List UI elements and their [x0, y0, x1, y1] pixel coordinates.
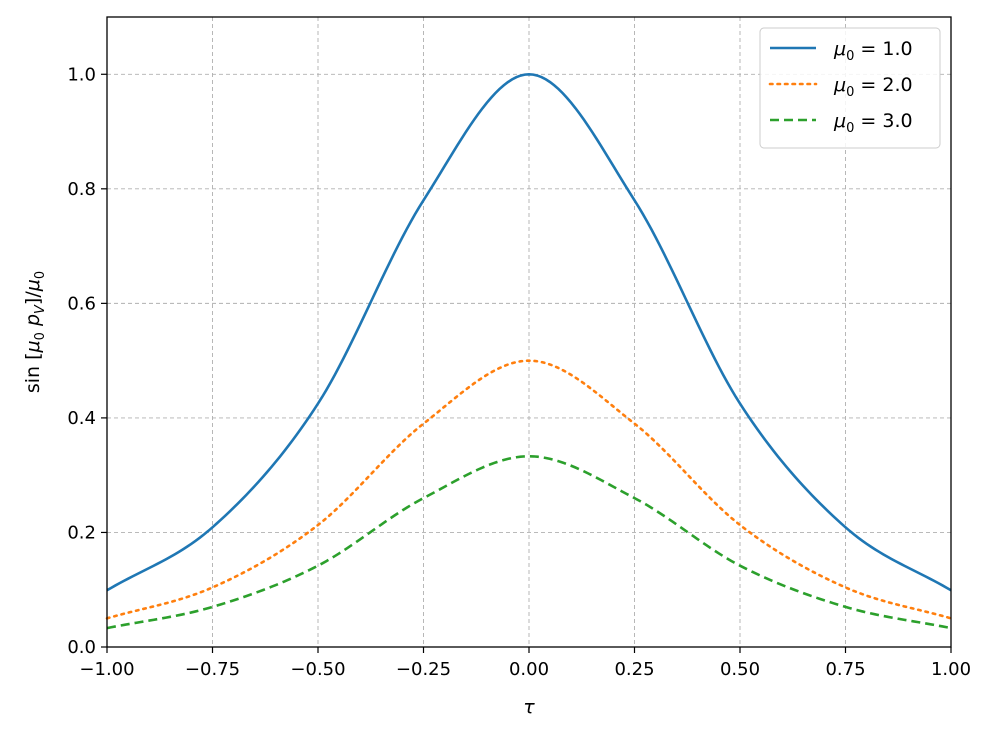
y-tick-label: 0.4 [67, 408, 96, 429]
x-tick-label: 0.00 [509, 659, 549, 680]
x-axis-label: τ [523, 696, 535, 718]
y-axis-label: sin [μ0 pV]/μ0 [22, 271, 48, 393]
y-tick-label: 0.2 [67, 522, 96, 543]
series-line-3 [106, 454, 952, 630]
axis-ticks: −1.00 −0.75 −0.50 −0.25 0.00 0.25 0.50 0.75 1.00… [67, 64, 971, 680]
x-tick-label: 0.25 [614, 659, 654, 680]
x-tick-label: −1.00 [79, 659, 134, 680]
x-tick-label: 0.75 [825, 659, 865, 680]
legend: μ0 = 1.0 μ0 = 2.0 μ0 = 3.0 [759, 27, 941, 149]
series-lines [105, 72, 953, 630]
y-tick-label: 0.6 [67, 293, 96, 314]
legend-label-3: μ0 = 3.0 [833, 110, 913, 136]
y-tick-label: 0.0 [67, 637, 96, 658]
legend-label-2: μ0 = 2.0 [833, 74, 913, 100]
series-line-2 [105, 359, 953, 620]
x-tick-label: −0.25 [396, 659, 451, 680]
x-tick-label: 0.50 [720, 659, 760, 680]
series-line-1 [106, 72, 952, 592]
legend-label-1: μ0 = 1.0 [833, 38, 913, 64]
x-tick-label: −0.75 [185, 659, 240, 680]
x-tick-label: −0.50 [290, 659, 345, 680]
y-tick-label: 1.0 [67, 64, 96, 85]
legend-box [759, 27, 941, 149]
x-tick-label: 1.00 [931, 659, 971, 680]
y-tick-label: 0.8 [67, 179, 96, 200]
